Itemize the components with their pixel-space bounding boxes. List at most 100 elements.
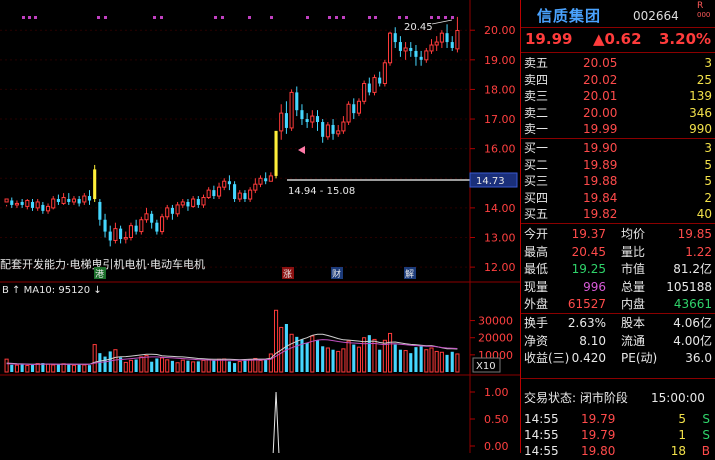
stat-row[interactable]: 换手 2.63% 股本 4.06亿 [521,314,715,332]
bid-volume: 5 [704,157,712,172]
event-dot [270,16,273,19]
volume-bar [362,337,367,373]
stat-row[interactable]: 现量 996 总量 105188 [521,278,715,296]
bid-row[interactable]: 买五 19.82 40 [521,205,715,223]
volume-bar [455,353,460,373]
volume-bar [155,358,159,372]
trade-status-label: 交易状态: 闭市阶段 [524,391,628,405]
tick-side: S [702,428,710,442]
ask-row[interactable]: 卖四 20.02 25 [521,71,715,89]
stat-label: 内盘 [621,297,646,311]
candle-body [35,201,40,209]
trade-tick-row[interactable]: 14:55 19.80 18 B [521,442,715,460]
bid-row[interactable]: 买一 19.90 3 [521,139,715,157]
candle-body [253,183,258,191]
bid-row[interactable]: 买四 19.84 2 [521,189,715,207]
trade-tick-row[interactable]: 14:55 19.79 1 S [521,426,715,444]
stat-row[interactable]: 外盘 61527 内盘 43661 [521,295,715,313]
event-marker-hk[interactable] [94,267,106,279]
event-dot [248,16,251,19]
volume-bar [372,338,377,373]
candle-body [321,122,325,137]
candle-body [295,92,299,111]
tick-volume: 1 [678,428,686,442]
stock-name[interactable]: 信质集团 [537,7,602,25]
volume-bar [434,350,439,373]
candle-body [393,33,397,43]
candle-body [212,190,216,197]
stat-row[interactable]: 今开 19.37 均价 19.85 [521,225,715,243]
bid-level-label: 买二 [524,157,549,172]
volume-bar [248,358,253,373]
bid-price: 19.88 [583,174,618,188]
volume-bar [82,364,87,373]
bid-row[interactable]: 买三 19.88 5 [521,172,715,190]
ask-level-label: 卖二 [524,105,549,120]
candle-body [258,177,263,185]
bid-row[interactable]: 买二 19.89 5 [521,156,715,174]
event-dot [153,16,156,19]
volume-bar [243,360,247,372]
stat-row[interactable]: 最高 20.45 量比 1.22 [521,243,715,261]
event-marker-limit-up[interactable] [282,267,294,279]
event-dot [328,16,331,19]
ask-row[interactable]: 卖五 20.05 3 [521,54,715,72]
volume-bar [341,348,346,373]
event-marker-finance-label: 财 [332,268,341,280]
ask-row[interactable]: 卖一 19.99 990 [521,120,715,138]
event-dot [34,16,37,19]
stat-label: 现量 [524,279,549,294]
volume-ma-lines [6,333,458,366]
buy-signal-arrow [298,146,305,154]
trade-tick-row[interactable]: 14:55 19.79 5 S [521,410,715,428]
candle-body [378,77,382,84]
candle-body [159,216,165,233]
stat-label: 流通 [621,333,646,348]
stat-label: 股本 [621,316,646,330]
stat-row[interactable]: 收益(三) 0.420 PE(动) 36.0 [521,349,715,367]
event-markers[interactable]: 港 涨 财 解 [94,267,416,280]
candle-body [455,30,460,50]
candle-body [264,178,268,182]
candle-body [243,193,247,200]
tick-side: B [701,444,710,458]
event-marker-unlock[interactable] [404,267,416,279]
kline-chart[interactable]: 20.0019.0018.0017.0016.0015.0014.0013.00… [0,0,520,453]
ask-row[interactable]: 卖三 20.01 139 [521,87,715,105]
volume-ma-line [6,339,458,366]
volume-bar [206,359,211,373]
event-dot [368,16,371,19]
volume-bar [45,363,51,373]
volume-bar [336,350,341,373]
candle-body [196,199,200,205]
divider [521,27,715,28]
price-change-pct: 3.20% [659,30,712,48]
stat-label: 量比 [621,244,646,259]
ask-price: 20.02 [583,72,618,87]
divider [521,313,715,314]
event-dot [22,16,25,19]
candle-body [237,192,242,200]
volume-bar [398,349,402,372]
volume-bar [222,358,227,373]
trade-status-time: 15:00:00 [651,391,705,405]
volume-bar [325,347,330,373]
volume-bar [295,336,299,372]
candle-body [77,199,81,204]
ask-volume: 346 [689,105,712,120]
event-marker-finance[interactable] [331,267,343,279]
volume-bar [201,359,206,373]
event-marker-unlock-label: 解 [405,268,414,280]
candle-body [310,115,315,123]
candle-body [424,50,429,61]
volume-bar [186,360,190,372]
trade-status-row[interactable]: 交易状态: 闭市阶段 15:00:00 [521,389,715,407]
ask-row[interactable]: 卖二 20.00 346 [521,104,715,122]
stat-row[interactable]: 最低 19.25 市值 81.2亿 [521,260,715,278]
high-tag-arrow [431,19,453,25]
volume-bar [103,356,107,372]
stat-row[interactable]: 净资 8.10 流通 4.00亿 [521,332,715,350]
divider [521,138,715,139]
candle-body [206,189,211,199]
x10-box[interactable] [472,357,501,373]
